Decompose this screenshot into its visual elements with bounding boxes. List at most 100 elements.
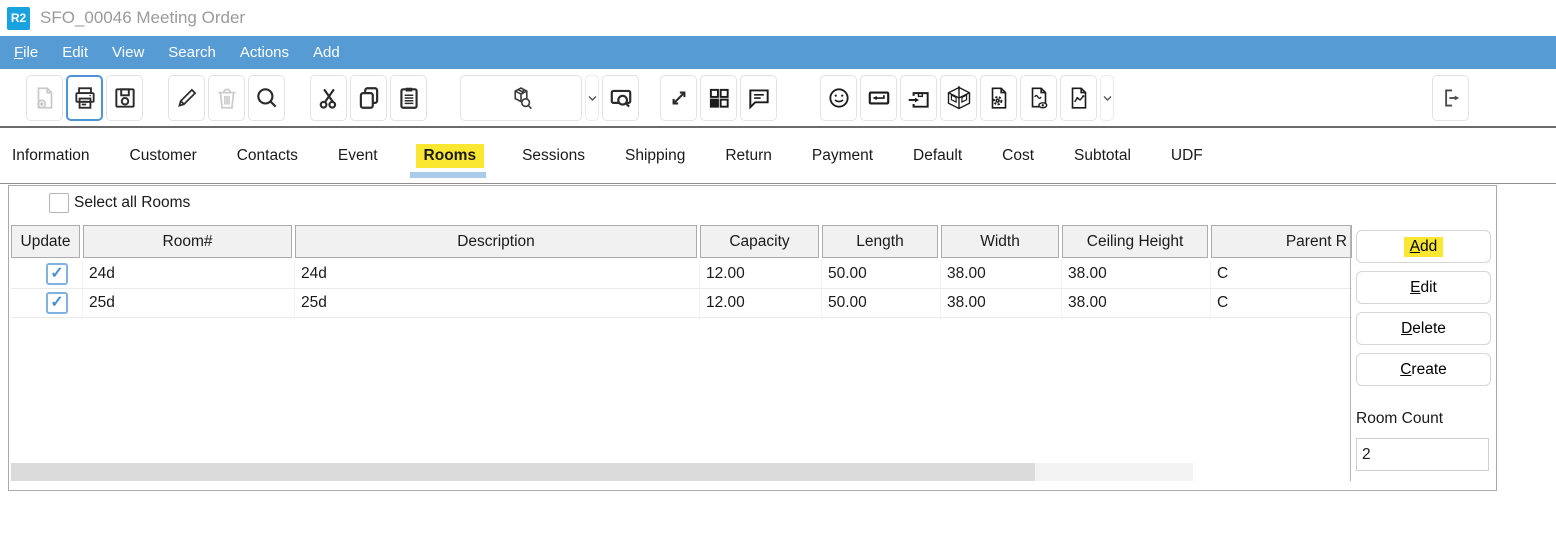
cell-update: ✓ — [11, 260, 83, 288]
cell-width: 38.00 — [941, 289, 1062, 317]
cell-ceiling-height: 38.00 — [1062, 260, 1211, 288]
tab-contacts[interactable]: Contacts — [236, 146, 298, 164]
tab-payment[interactable]: Payment — [811, 146, 874, 164]
cell-description: 25d — [295, 289, 700, 317]
checkmark-icon: ✓ — [50, 294, 64, 311]
report-preview-icon — [1031, 86, 1047, 108]
select-all-rooms: Select all Rooms — [49, 193, 190, 213]
horizontal-scrollbar[interactable] — [11, 463, 1193, 481]
cell-room: 24d — [83, 260, 295, 288]
column-header-ceiling-height[interactable]: Ceiling Height — [1062, 225, 1208, 258]
delete-button-side[interactable]: Delete — [1356, 312, 1491, 345]
column-header-parent-room[interactable]: Parent R — [1211, 225, 1352, 258]
cell-parent-room: C — [1217, 265, 1229, 282]
tab-event[interactable]: Event — [337, 146, 378, 164]
item-search-button[interactable] — [460, 74, 582, 121]
comment-button[interactable] — [740, 74, 777, 121]
print-icon — [74, 86, 95, 109]
report-chart-button[interactable] — [1060, 74, 1097, 121]
edit-button[interactable] — [168, 74, 205, 121]
select-all-label: Select all Rooms — [74, 194, 191, 211]
tab-udf[interactable]: UDF — [1170, 146, 1203, 164]
room-count-field: 2 — [1356, 438, 1489, 471]
menu-item-file[interactable]: File — [14, 44, 39, 61]
report-preview-button[interactable] — [1020, 74, 1057, 121]
table-row[interactable]: ✓ 24d 24d 12.00 50.00 38.00 38.00 C — [11, 260, 1352, 289]
cell-ceiling-height: 38.00 — [1062, 289, 1211, 317]
cell-capacity: 12.00 — [700, 260, 822, 288]
search-button[interactable] — [248, 74, 285, 121]
tab-return[interactable]: Return — [725, 146, 772, 164]
report-chart-dropdown-button[interactable] — [1100, 74, 1114, 121]
tab-rooms[interactable]: Rooms — [409, 143, 486, 178]
column-header-update[interactable]: Update — [11, 225, 80, 258]
tab-default[interactable]: Default — [913, 146, 963, 164]
column-header-capacity[interactable]: Capacity — [700, 225, 819, 258]
room-view-3d-icon — [947, 85, 970, 109]
cell-parent-room: C — [1217, 294, 1229, 311]
smiley-button[interactable] — [820, 74, 857, 121]
expand-button[interactable] — [660, 74, 697, 121]
edit-button-side[interactable]: Edit — [1356, 271, 1491, 304]
row-checkbox[interactable]: ✓ — [46, 292, 68, 314]
table-row[interactable]: ✓ 25d 25d 12.00 50.00 38.00 38.00 C — [11, 289, 1352, 318]
report-chart-icon — [1071, 86, 1086, 109]
table-header-row: Update Room# Description Capacity Length… — [11, 225, 1352, 258]
scrollbar-thumb[interactable] — [11, 463, 1035, 481]
cell-description: 24d — [295, 260, 700, 288]
room-view-3d-button[interactable] — [940, 74, 977, 121]
cell-update: ✓ — [11, 289, 83, 317]
create-button[interactable]: Create — [1356, 353, 1491, 386]
tab-sessions[interactable]: Sessions — [522, 146, 585, 164]
tab-information[interactable]: Information — [12, 146, 90, 164]
column-header-room[interactable]: Room# — [83, 225, 292, 258]
app-logo-icon: R2 — [7, 6, 30, 30]
return-item-icon — [868, 91, 889, 104]
layout-grid-button[interactable] — [700, 74, 737, 121]
rooms-panel: Select all Rooms Update Room# Descriptio… — [8, 185, 1497, 491]
row-checkbox[interactable]: ✓ — [46, 263, 68, 285]
tab-cost[interactable]: Cost — [1002, 146, 1035, 164]
cell-capacity: 12.00 — [700, 289, 822, 317]
save-button[interactable] — [106, 74, 143, 121]
exit-icon — [1444, 88, 1459, 107]
menu-item-add[interactable]: Add — [313, 44, 340, 61]
menu-item-edit[interactable]: Edit — [62, 44, 89, 61]
chevron-down-icon — [1103, 95, 1111, 101]
cell-width: 38.00 — [941, 260, 1062, 288]
return-item-button[interactable] — [860, 74, 897, 121]
screen-search-icon — [610, 89, 631, 107]
check-in-button[interactable] — [900, 74, 937, 121]
cell-room: 25d — [83, 289, 295, 317]
tab-customer[interactable]: Customer — [129, 146, 197, 164]
copy-icon — [359, 86, 378, 109]
expand-arrows-icon — [672, 91, 685, 104]
tab-subtotal[interactable]: Subtotal — [1074, 146, 1131, 164]
menu-item-actions[interactable]: Actions — [239, 44, 290, 61]
item-search-dropdown-button[interactable] — [585, 74, 599, 121]
cut-button[interactable] — [310, 74, 347, 121]
layout-grid-icon — [709, 88, 729, 108]
screen-search-button[interactable] — [602, 74, 639, 121]
tab-shipping[interactable]: Shipping — [625, 146, 686, 164]
report-settings-button[interactable] — [980, 74, 1017, 121]
item-search-cube-icon — [514, 86, 532, 109]
paste-button[interactable] — [390, 74, 427, 121]
add-button[interactable]: Add — [1356, 230, 1491, 263]
delete-button[interactable] — [208, 74, 245, 121]
chevron-down-icon — [588, 95, 596, 101]
report-settings-icon — [991, 86, 1006, 109]
room-count-label: Room Count — [1356, 410, 1444, 427]
column-header-width[interactable]: Width — [941, 225, 1059, 258]
print-button[interactable] — [66, 74, 103, 121]
column-header-length[interactable]: Length — [822, 225, 938, 258]
menu-item-view[interactable]: View — [112, 44, 145, 61]
copy-button[interactable] — [350, 74, 387, 121]
select-all-checkbox[interactable] — [49, 193, 69, 213]
toolbar — [0, 69, 1556, 128]
smiley-icon — [828, 87, 849, 108]
exit-button[interactable] — [1432, 74, 1469, 121]
menu-item-search[interactable]: Search — [168, 44, 216, 61]
column-header-description[interactable]: Description — [295, 225, 697, 258]
new-document-button[interactable] — [26, 74, 63, 121]
